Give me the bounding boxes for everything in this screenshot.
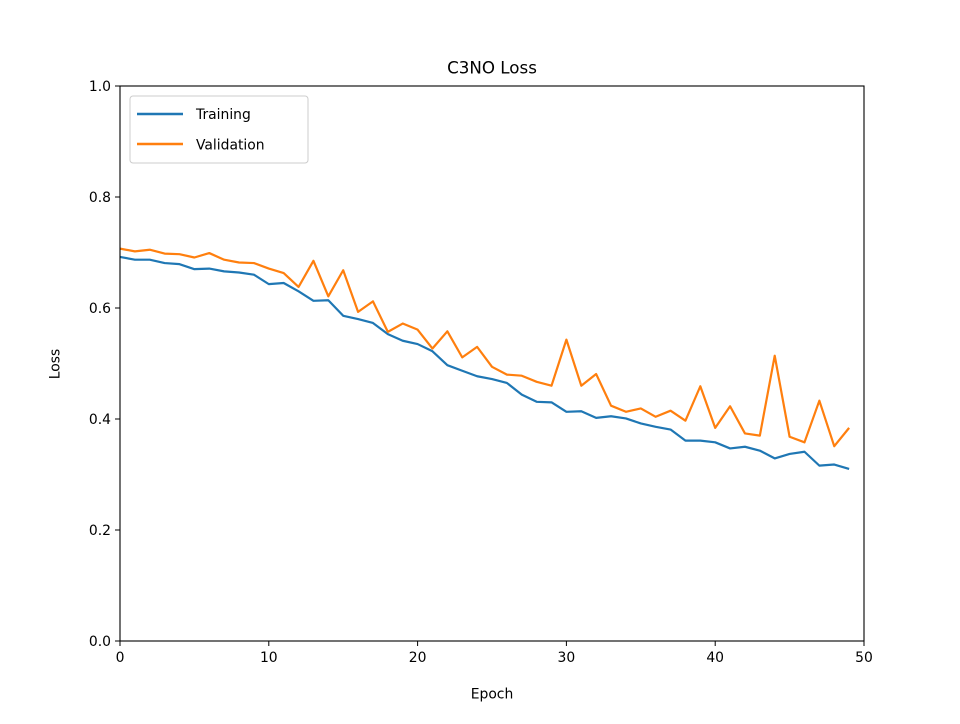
plot-area-border — [119, 85, 865, 642]
y-tick-label: 0.0 — [89, 634, 111, 650]
x-axis-ticks: 0 10 20 30 40 50 — [116, 641, 873, 666]
x-tick-label: 20 — [409, 650, 427, 666]
y-tick-label: 0.6 — [89, 301, 111, 317]
y-axis-label: Loss — [48, 349, 64, 379]
y-tick-label: 0.2 — [89, 523, 111, 539]
legend: Training Validation — [129, 95, 309, 164]
chart-title: C3NO Loss — [447, 58, 537, 78]
x-tick-label: 50 — [855, 650, 873, 666]
y-tick-label: 0.8 — [89, 190, 111, 206]
x-tick-label: 40 — [706, 650, 724, 666]
y-tick-label: 1.0 — [89, 79, 111, 95]
axes-frame — [119, 85, 865, 642]
series-line-validation — [119, 247, 850, 448]
series-line-training — [119, 255, 850, 471]
legend-label-validation: Validation — [196, 138, 265, 154]
x-tick-label: 0 — [116, 650, 125, 666]
y-axis-ticks: 0.0 0.2 0.4 0.6 0.8 1.0 — [89, 79, 120, 650]
y-tick-label: 0.4 — [89, 412, 111, 428]
x-axis-label: Epoch — [471, 687, 514, 703]
x-tick-label: 10 — [260, 650, 278, 666]
legend-label-training: Training — [195, 107, 251, 123]
x-tick-label: 30 — [558, 650, 576, 666]
series-lines — [119, 247, 850, 471]
